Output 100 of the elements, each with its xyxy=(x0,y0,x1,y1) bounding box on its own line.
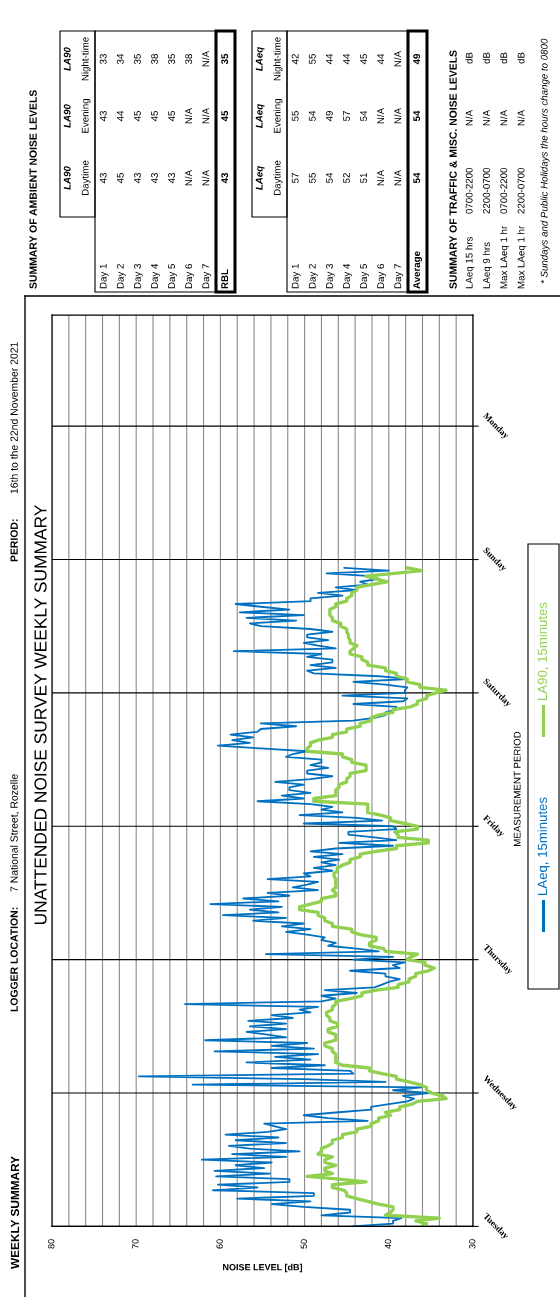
text: N/A xyxy=(394,50,402,67)
text: SUMMARY OF TRAFFIC & MISC. NOISE LEVELS xyxy=(449,50,457,289)
text: 54 xyxy=(413,110,421,122)
category-label: LAeq Night-time xyxy=(255,37,283,81)
category-label: Day 5 xyxy=(168,264,177,289)
category-label: Max LAeq 1 hr xyxy=(500,225,510,289)
category-label: Day 5 xyxy=(360,264,369,289)
category-label: LA90 Evening xyxy=(63,99,91,133)
text: 34 xyxy=(116,53,124,65)
category-label: RBL xyxy=(221,269,229,289)
text: N/A xyxy=(517,109,525,126)
x-tick-label: 30 xyxy=(469,1239,476,1249)
category-label: Day 2 xyxy=(308,264,318,289)
text: 43 xyxy=(168,173,176,184)
category-label: Average xyxy=(413,251,423,289)
category-label: LA90 Night-time xyxy=(63,37,91,81)
x-axis-title: NOISE LEVEL [dB] xyxy=(223,1263,303,1273)
text: 33 xyxy=(99,54,107,65)
text: 49 xyxy=(325,111,333,122)
text: SUMMARY OF AMBIENT NOISE LEVELS xyxy=(29,90,37,289)
category-label: LAeq Daytime xyxy=(255,160,283,196)
category-label: Day 2 xyxy=(116,264,126,289)
category-label: Day 3 xyxy=(325,264,335,289)
text: 52 xyxy=(343,173,350,184)
text: N/A xyxy=(394,107,402,124)
category-label: Day 1 xyxy=(291,264,301,289)
text: LOGGER LOCATION: xyxy=(10,907,18,1012)
text: 0700-2200 xyxy=(465,167,473,214)
category-label: Day 3 xyxy=(133,264,143,289)
text: N/A xyxy=(482,109,490,126)
text: 38 xyxy=(151,54,158,65)
text: UNATTENDED NOISE SURVEY WEEKLY SUMMARY xyxy=(34,505,47,924)
text: N/A xyxy=(202,107,210,124)
text: N/A xyxy=(500,109,508,126)
category-label: Day 4 xyxy=(343,263,352,289)
text: 43 xyxy=(221,172,229,184)
text: 54 xyxy=(413,172,421,184)
text: 55 xyxy=(291,111,299,122)
text: PERIOD: xyxy=(10,519,18,562)
text: 45 xyxy=(168,111,176,122)
text: N/A xyxy=(394,169,402,186)
category-label: Max LAeq 1 hr xyxy=(517,225,527,289)
text: 35 xyxy=(168,54,176,65)
text: dB xyxy=(482,52,490,64)
text: 54 xyxy=(326,172,333,184)
text: 45 xyxy=(221,110,229,122)
text: 44 xyxy=(116,110,124,122)
text: 44 xyxy=(377,53,385,65)
text: 49 xyxy=(413,53,421,65)
text: 54 xyxy=(308,110,316,122)
text: 45 xyxy=(151,111,158,122)
text: N/A xyxy=(202,169,210,186)
text: N/A xyxy=(184,169,193,186)
y-axis-title: MEASUREMENT PERIOD xyxy=(513,731,521,846)
category-label: Day 4 xyxy=(151,263,160,289)
text: N/A xyxy=(376,169,385,186)
text: 54 xyxy=(360,110,368,122)
text: 45 xyxy=(134,111,141,122)
text: 43 xyxy=(151,173,158,184)
text: 44 xyxy=(343,53,350,65)
category-label: LAeq 9 hrs xyxy=(482,242,492,289)
text: 35 xyxy=(221,53,229,65)
x-tick-label: 40 xyxy=(384,1239,392,1249)
text: LA90, 15minutes xyxy=(537,602,549,700)
text: 45 xyxy=(360,54,368,65)
x-tick-label: 80 xyxy=(48,1239,55,1249)
text: 2200-0700 xyxy=(483,167,490,214)
text: 55 xyxy=(308,173,316,184)
text: 42 xyxy=(291,54,299,65)
category-label: Day 7 xyxy=(202,264,212,289)
category-label: Day 7 xyxy=(394,264,404,289)
text: 43 xyxy=(133,173,141,184)
text: 55 xyxy=(308,54,316,65)
text: 57 xyxy=(343,111,350,122)
text: 16th to the 22nd November 2021 xyxy=(10,342,18,494)
text: N/A xyxy=(202,50,210,67)
category-label: LAeq 15 hrs xyxy=(465,236,475,289)
text: 57 xyxy=(291,173,299,184)
text: N/A xyxy=(376,107,385,124)
category-label: Day 1 xyxy=(99,264,109,289)
text: 38 xyxy=(185,54,193,65)
text: WEEKLY SUMMARY xyxy=(10,1156,20,1269)
category-label: LA90 Daytime xyxy=(63,160,91,196)
x-tick-label: 70 xyxy=(132,1239,139,1249)
text: 7 National Street, Rozelle xyxy=(10,774,20,892)
text: 44 xyxy=(326,53,333,65)
text: LAeq, 15minutes xyxy=(537,797,550,895)
text: 2200-0700 xyxy=(517,167,525,214)
text: 35 xyxy=(133,54,141,65)
category-label: Day 6 xyxy=(185,264,195,289)
text: dB xyxy=(500,52,508,64)
text: * Sundays and Public Holidays the hours change to 0800 xyxy=(540,38,550,284)
text: dB xyxy=(465,52,473,64)
text: dB xyxy=(517,52,525,64)
text: 43 xyxy=(99,173,107,184)
text: N/A xyxy=(465,109,473,126)
x-tick-label: 50 xyxy=(300,1239,308,1249)
category-label: LAeq Evening xyxy=(255,99,283,133)
text: N/A xyxy=(184,107,193,124)
text: 43 xyxy=(99,111,107,122)
